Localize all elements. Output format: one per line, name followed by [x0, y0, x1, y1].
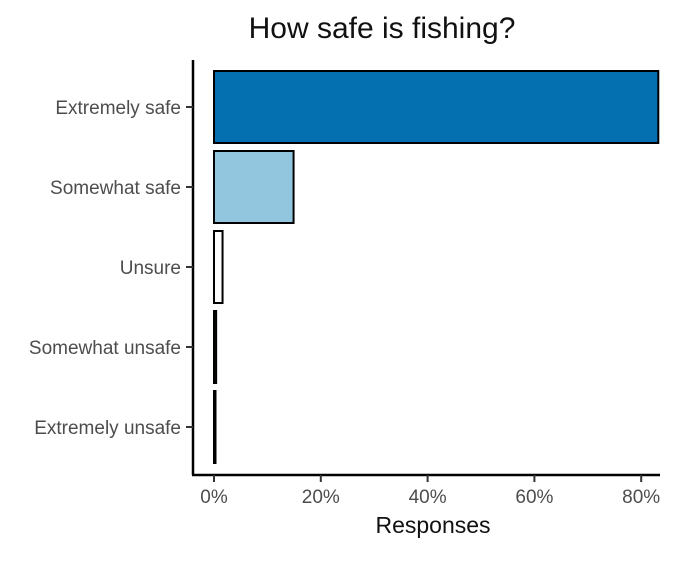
- bar-unsure: [213, 230, 224, 304]
- bar-somewhat-unsafe: [213, 310, 218, 384]
- category-label: Extremely unsafe: [34, 418, 181, 439]
- bar-extremely-unsafe: [213, 390, 217, 464]
- bar-extremely-safe: [213, 70, 660, 144]
- x-tick-label: 20%: [302, 487, 340, 508]
- chart-title: How safe is fishing?: [249, 12, 516, 45]
- category-labels: Extremely safe Somewhat safe Unsure Somewha…: [29, 98, 193, 439]
- category-label: Extremely safe: [55, 98, 181, 119]
- category-label: Unsure: [120, 258, 181, 279]
- category-label: Somewhat unsafe: [29, 338, 181, 359]
- x-ticks: 0% 20% 40% 60% 80%: [200, 475, 660, 508]
- x-tick-label: 0%: [200, 487, 228, 508]
- x-tick-label: 80%: [622, 487, 660, 508]
- category-label: Somewhat safe: [50, 178, 181, 199]
- bar-somewhat-safe: [213, 150, 295, 224]
- bars-group: [213, 70, 660, 464]
- x-axis-title: Responses: [375, 512, 490, 538]
- x-tick-label: 60%: [515, 487, 553, 508]
- x-tick-label: 40%: [409, 487, 447, 508]
